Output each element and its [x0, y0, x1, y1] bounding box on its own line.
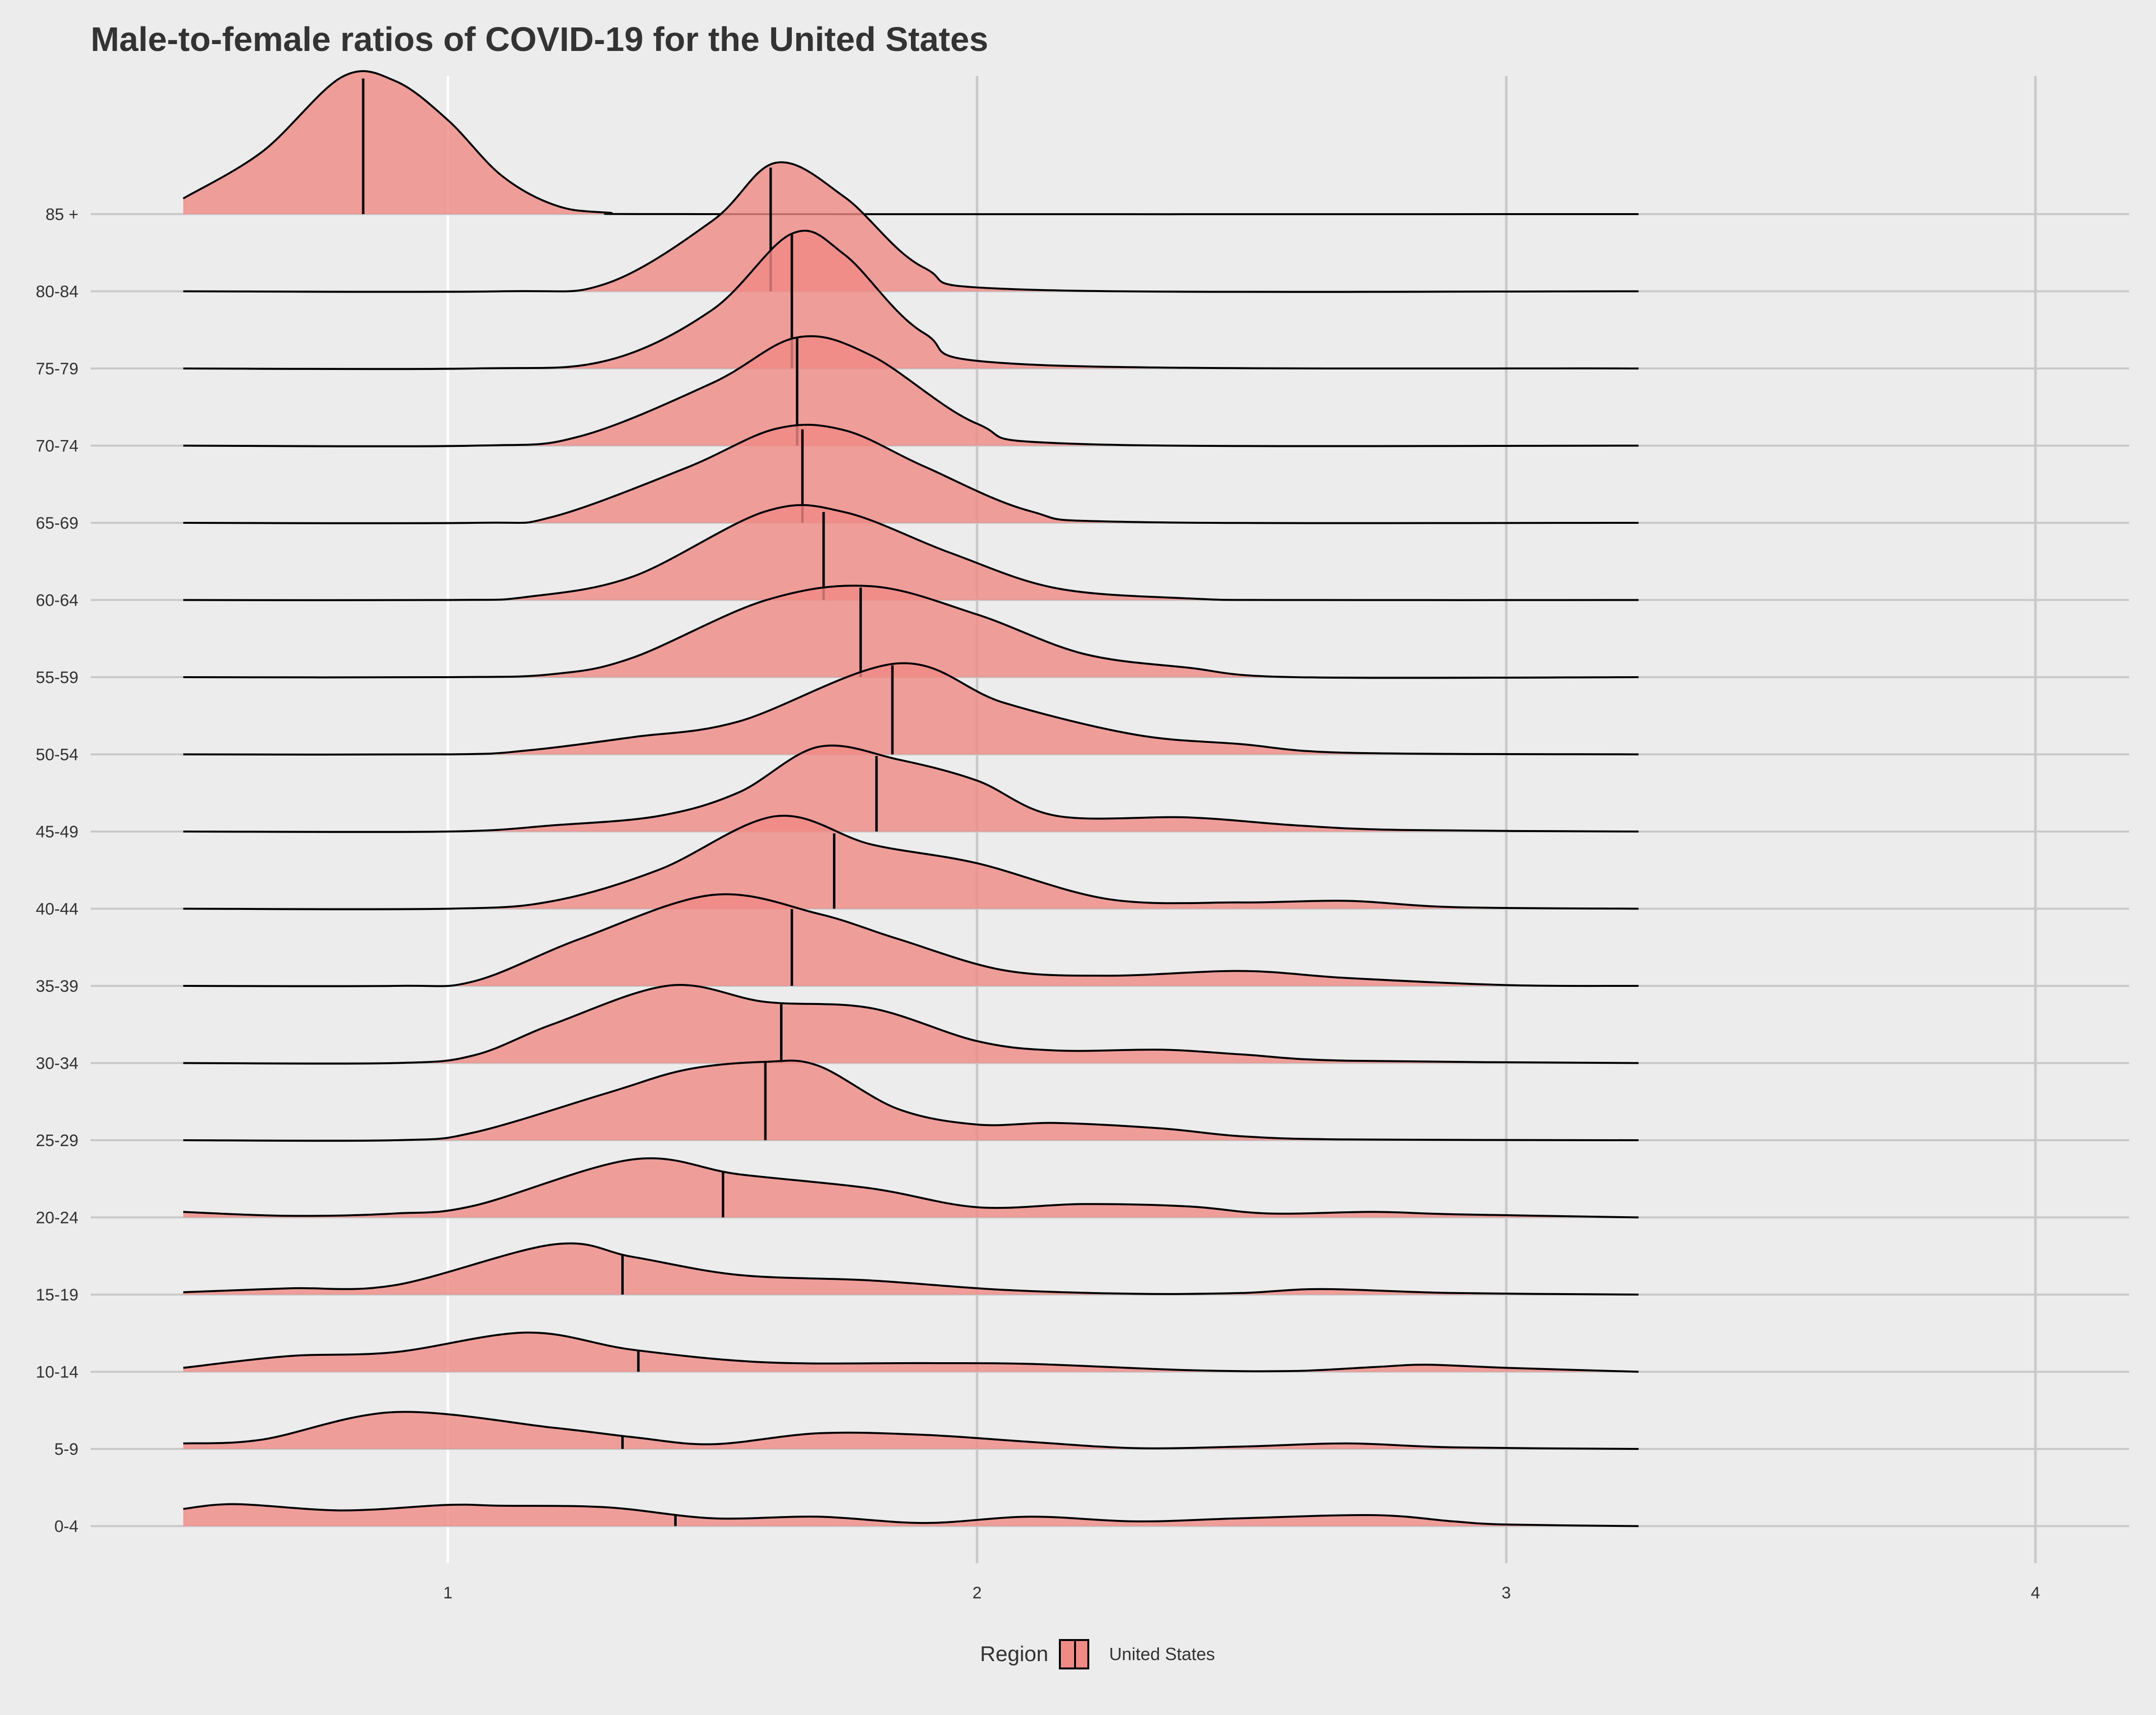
- ridge-fill: [183, 1332, 1639, 1372]
- legend-title: Region: [980, 1642, 1049, 1666]
- y-tick-label: 0-4: [54, 1518, 78, 1536]
- ridge-60-64: [183, 504, 1639, 601]
- ridge-outline: [183, 423, 1639, 524]
- ridge-outline: [183, 161, 1639, 293]
- x-tick-label: 1: [443, 1584, 453, 1602]
- y-tick-label: 80-84: [36, 283, 78, 301]
- ridge-fill: [183, 663, 1639, 755]
- ridge-fill: [183, 1243, 1639, 1295]
- ridge-fill: [183, 894, 1639, 986]
- ridge-outline: [183, 662, 1639, 756]
- ridge-fill: [183, 336, 1639, 446]
- y-tick-label: 50-54: [36, 746, 78, 764]
- y-axis-labels: 0-4 5-9 10-14 15-19 20-24 25-29 30-34 35-39 40-4…: [36, 205, 78, 1536]
- y-tick-label: 55-59: [36, 668, 78, 687]
- ridge-outline: [183, 744, 1639, 833]
- ridge-10-14: [183, 1331, 1639, 1373]
- ridge-outline: [183, 585, 1639, 679]
- y-tick-label: 20-24: [36, 1209, 78, 1227]
- ridge-fill: [183, 1060, 1639, 1141]
- y-tick-label: 25-29: [36, 1131, 78, 1150]
- ridge-75-79: [183, 229, 1639, 370]
- ridge-25-29: [183, 1059, 1639, 1142]
- ridge-30-34: [183, 984, 1639, 1065]
- y-tick-label: 70-74: [36, 437, 78, 456]
- legend: Region United States: [980, 1639, 1215, 1669]
- ridge-outline: [183, 335, 1639, 447]
- ridge-fill: [183, 71, 1639, 215]
- ridge-fill: [183, 985, 1639, 1064]
- ridge-fill: [183, 1158, 1639, 1218]
- ridge-outline: [182, 70, 1639, 216]
- ridge-45-49: [183, 744, 1639, 833]
- ridge-85: [182, 70, 1639, 216]
- y-tick-label: 40-44: [36, 900, 78, 919]
- ridge-fill: [183, 162, 1639, 292]
- x-tick-label: 3: [1502, 1584, 1511, 1602]
- chart-title: Male-to-female ratios of COVID-19 for th…: [91, 20, 988, 58]
- ridge-outline: [183, 1157, 1639, 1219]
- ridge-outline: [183, 814, 1639, 910]
- ridge-fill: [183, 1504, 1639, 1526]
- ridge-layer: [182, 70, 1639, 1527]
- ridge-15-19: [183, 1242, 1639, 1296]
- ridge-outline: [183, 229, 1639, 370]
- y-tick-label: 15-19: [36, 1286, 78, 1304]
- y-tick-label: 75-79: [36, 360, 78, 378]
- y-tick-label: 10-14: [36, 1363, 78, 1382]
- y-tick-label: 35-39: [36, 977, 78, 996]
- y-tick-label: 85 +: [46, 205, 78, 224]
- ridge-outline: [183, 1242, 1639, 1296]
- legend-label-united-states: United States: [1109, 1644, 1215, 1664]
- y-tick-label: 5-9: [54, 1440, 78, 1459]
- y-tick-label: 30-34: [36, 1054, 78, 1073]
- ridge-outline: [183, 984, 1639, 1065]
- ridge-0-4: [183, 1503, 1639, 1527]
- legend-key-united-states: [1059, 1639, 1090, 1669]
- ridge-fill: [183, 745, 1639, 832]
- x-tick-label: 4: [2031, 1584, 2040, 1602]
- x-tick-label: 2: [973, 1584, 982, 1602]
- ridge-fill: [183, 230, 1639, 369]
- ridge-fill: [183, 424, 1639, 523]
- ridge-fill: [183, 815, 1639, 909]
- ridge-fill: [183, 1412, 1639, 1449]
- ridge-fill: [183, 586, 1639, 678]
- ridge-outline: [183, 504, 1639, 601]
- y-tick-label: 45-49: [36, 823, 78, 841]
- ridge-40-44: [183, 814, 1639, 910]
- ridge-outline: [183, 1331, 1639, 1373]
- ridge-outline: [183, 1503, 1639, 1527]
- ridge-outline: [183, 893, 1639, 987]
- ridge-20-24: [183, 1157, 1639, 1219]
- ridge-35-39: [183, 893, 1639, 987]
- ridge-fill: [183, 505, 1639, 600]
- x-axis-labels: 1 2 3 4: [443, 1584, 2040, 1602]
- y-tick-label: 60-64: [36, 591, 78, 610]
- ridge-50-54: [183, 662, 1639, 756]
- y-tick-label: 65-69: [36, 514, 78, 533]
- ridge-55-59: [183, 585, 1639, 679]
- ridge-outline: [183, 1059, 1639, 1142]
- ridge-outline: [183, 1411, 1639, 1450]
- ridge-5-9: [183, 1411, 1639, 1450]
